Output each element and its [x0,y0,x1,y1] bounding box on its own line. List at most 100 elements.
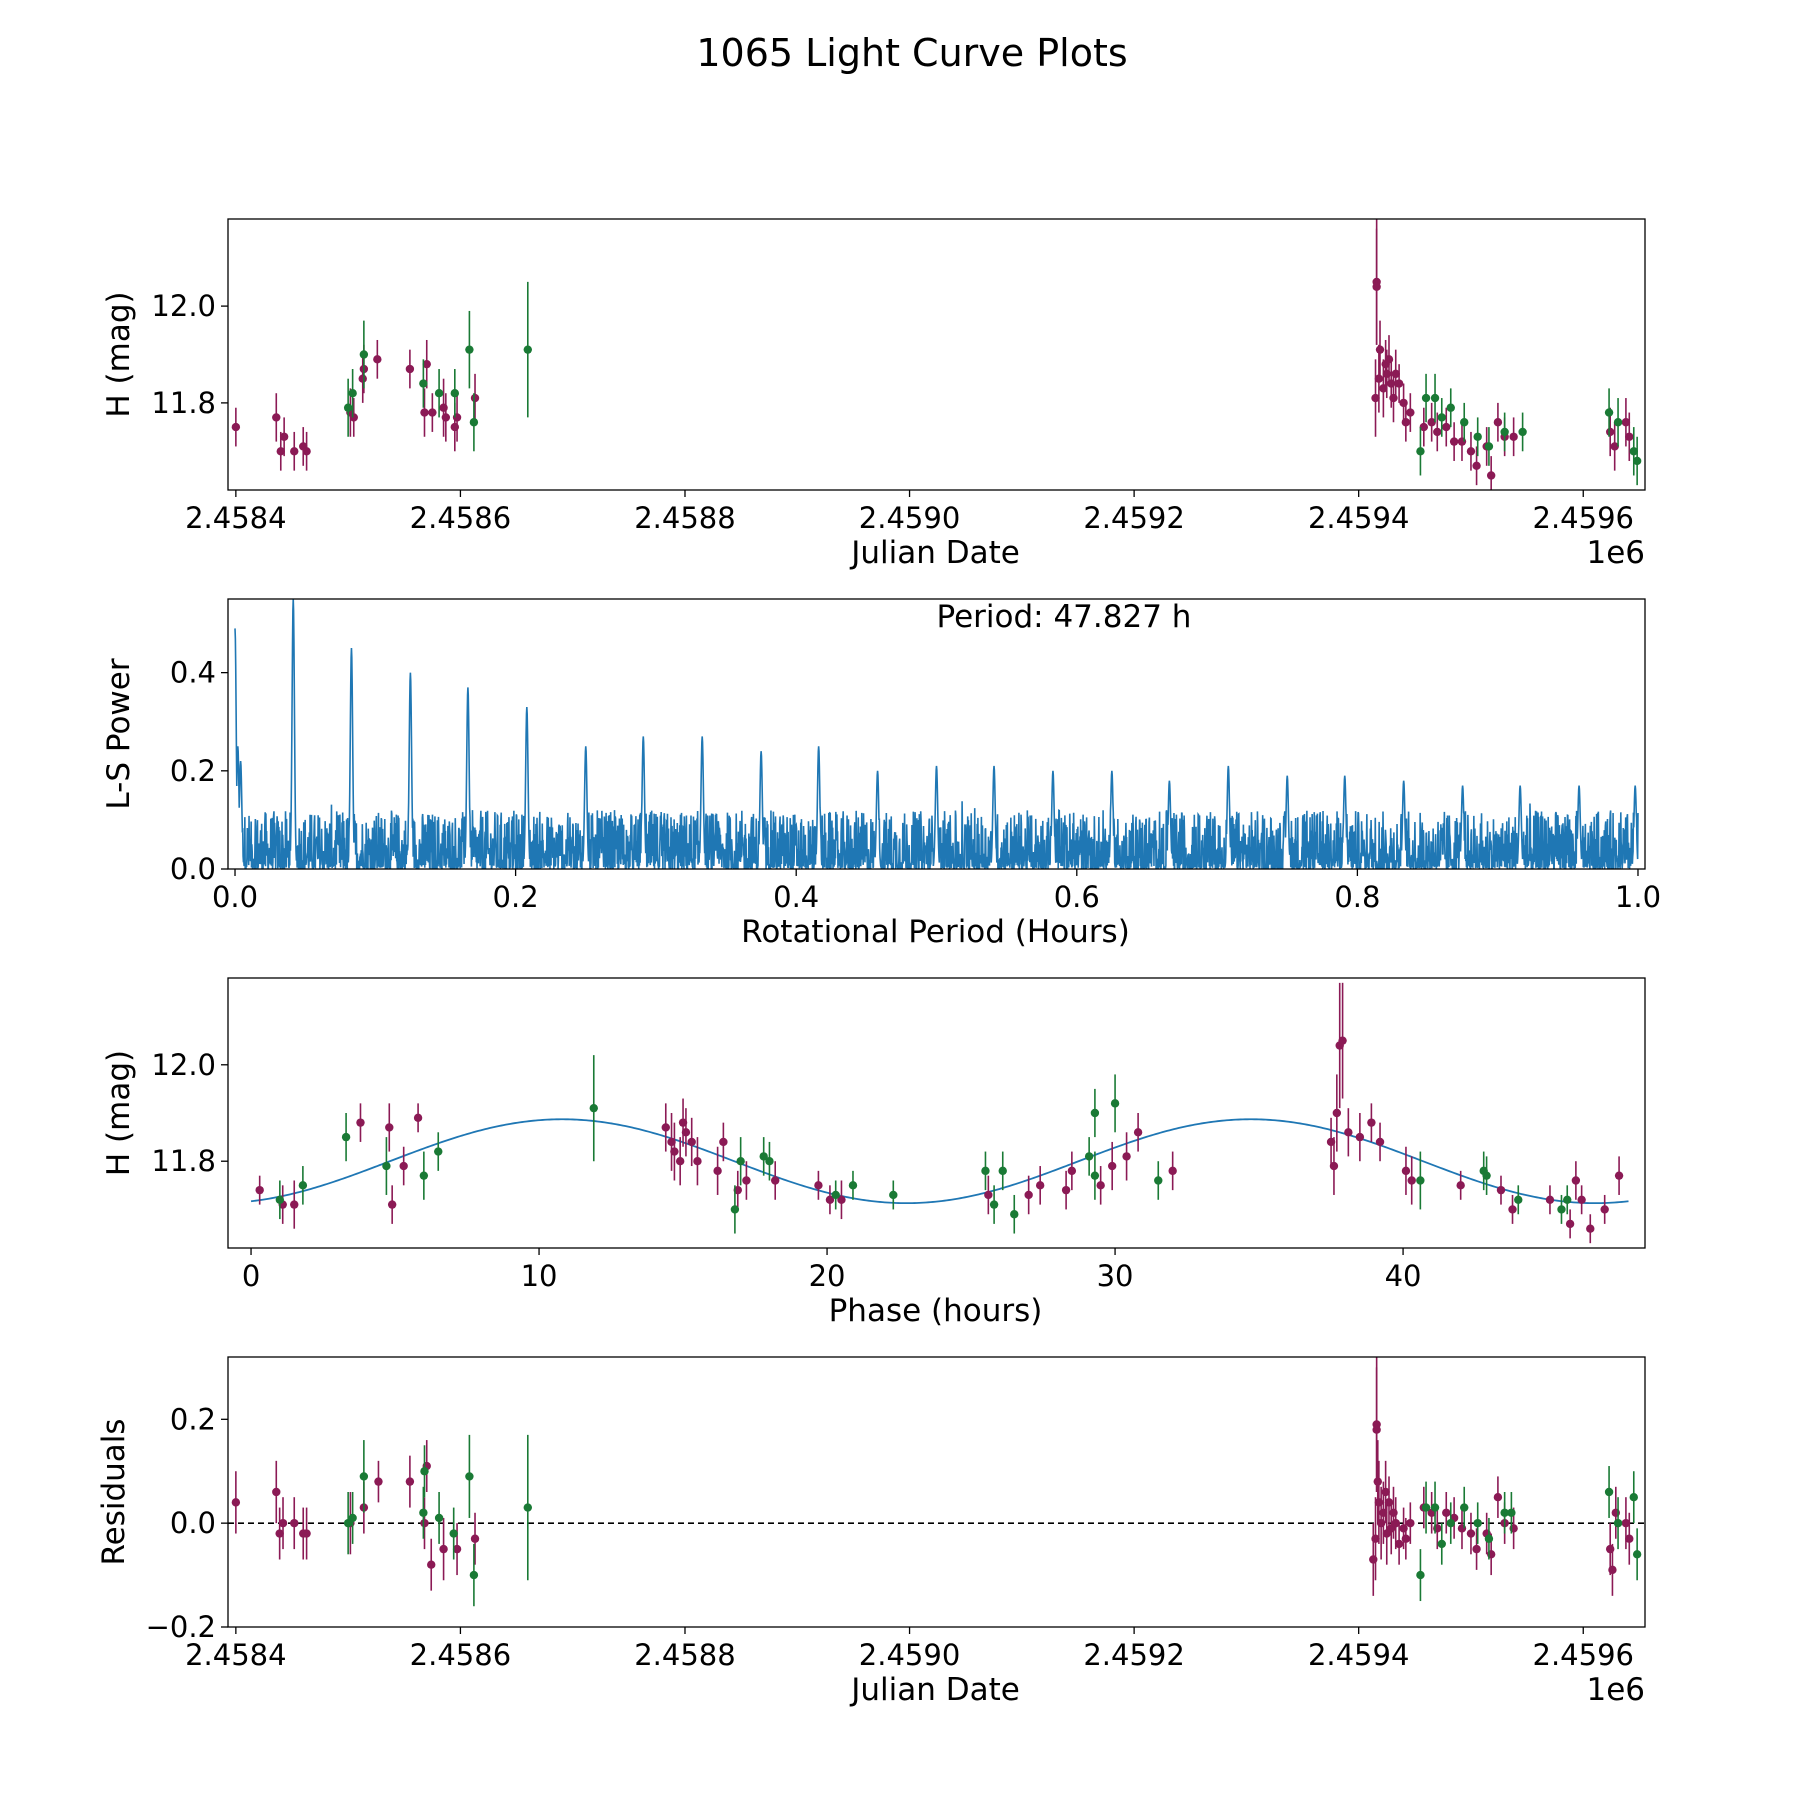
residuals-point [1460,1503,1469,1512]
residuals-xlabel: Julian Date [849,1672,1020,1708]
phased-xtick-label: 20 [809,1259,846,1293]
residuals-point [1632,1550,1642,1559]
residuals-x-offset-label: 1e6 [1586,1672,1645,1708]
periodogram-xtick-label: 0.2 [493,880,539,914]
phased-point [275,1195,285,1204]
residuals-point [302,1529,311,1538]
phased-point [1061,1185,1071,1195]
phased-point [1332,1108,1342,1118]
periodogram-xtick-label: 0.4 [773,880,819,914]
lightcurve-xtick-label: 2.4584 [185,501,286,535]
residuals-point [1608,1565,1617,1575]
lightcurve-point [348,389,357,398]
residuals-point [420,1467,429,1476]
residuals-point [1604,1487,1614,1497]
residuals-xtick-label: 2.4588 [634,1638,735,1672]
residuals-point [427,1560,436,1569]
phased-point [713,1166,722,1176]
phased-point [1565,1219,1575,1229]
phased-point [387,1200,397,1209]
phased-point [1338,1036,1347,1045]
residuals-ylabel: Residuals [96,1418,132,1565]
phased-point [255,1185,264,1195]
lightcurve-point [422,359,431,369]
residuals-point [1446,1518,1455,1528]
residuals-point [231,1498,241,1507]
phased-point [1090,1108,1100,1118]
phased-point [1010,1210,1019,1219]
lightcurve-point [1493,418,1503,427]
residuals-point [1466,1529,1476,1538]
phased-point [825,1195,835,1204]
residuals-point [439,1544,448,1554]
phased-point [1496,1185,1506,1195]
residuals-point [1507,1508,1516,1517]
residuals-point [1473,1518,1482,1528]
phased-point [771,1176,780,1185]
phased-point [1024,1190,1033,1200]
phased-point [719,1137,728,1147]
periodogram-plot-area [234,599,1639,869]
residuals-point [1484,1534,1494,1543]
phased-point [1355,1132,1365,1142]
phased-ylabel: H (mag) [101,1050,137,1176]
lightcurve-point [1427,418,1436,427]
lightcurve-point [1605,427,1615,437]
phased-point [889,1190,898,1200]
phased-point [1407,1176,1416,1185]
residuals-xtick-label: 2.4592 [1083,1638,1184,1672]
phased-point [1329,1161,1339,1171]
lightcurve-point [1466,447,1476,456]
phased-point [1557,1205,1566,1214]
phased-point [989,1200,999,1209]
residuals-xtick-label: 2.4596 [1533,1638,1634,1672]
phased-point [687,1137,696,1147]
phased-point [434,1147,443,1156]
residuals-point [1500,1508,1509,1517]
phased-series-A [255,982,1624,1244]
lightcurve-point [1472,461,1481,471]
residuals-point [470,1534,480,1543]
phased-point [981,1166,990,1176]
phased-point [837,1195,846,1204]
residuals-point [1613,1518,1623,1528]
residuals-point [465,1472,474,1481]
periodogram-xtick-label: 0.8 [1334,880,1380,914]
phased-model-curve [250,1118,1629,1205]
residuals-point [523,1503,532,1512]
lightcurve-point [343,403,353,412]
phased-point [399,1161,408,1171]
periodogram-annotation: Period: 47.827 h [937,599,1192,635]
residuals-point [1430,1503,1440,1512]
phased-point [1586,1224,1595,1233]
phased-point [1084,1152,1094,1161]
residuals-point [1373,1477,1382,1486]
lightcurve-frame [227,218,1646,491]
phased-point [1122,1152,1131,1161]
residuals-axes: 2.4584 2.4586 2.4588 2.4590 2.4592 2.4594 2.45… [96,1356,1646,1708]
phased-point [1545,1195,1555,1204]
lightcurve-point [1484,442,1494,451]
residuals-xtick-label: 2.4586 [410,1638,511,1672]
lightcurve-point [1391,369,1400,379]
lightcurve-point [359,350,369,359]
lightcurve-series-B [343,281,1642,486]
lightcurve-point [373,355,382,364]
phased-axes: 0 10 20 30 40 11.8 12.0 Phase (hours) H (mag) [101,977,1646,1329]
residuals-point [348,1513,357,1523]
phased-point [1067,1166,1077,1176]
residuals-point [1493,1492,1503,1502]
lightcurve-ytick-label: 11.8 [151,386,216,420]
lightcurve-point [419,379,428,388]
lightcurve-point [1446,403,1455,412]
lightcurve-point [1421,393,1431,403]
phased-point [385,1123,394,1132]
phased-point [1401,1166,1411,1176]
lightcurve-point [1613,418,1623,427]
lightcurve-point [420,408,429,417]
phased-point [1367,1118,1376,1127]
residuals-point [1401,1534,1411,1543]
phased-point [814,1181,823,1190]
residuals-point [1621,1518,1631,1528]
phased-point [1614,1171,1624,1180]
